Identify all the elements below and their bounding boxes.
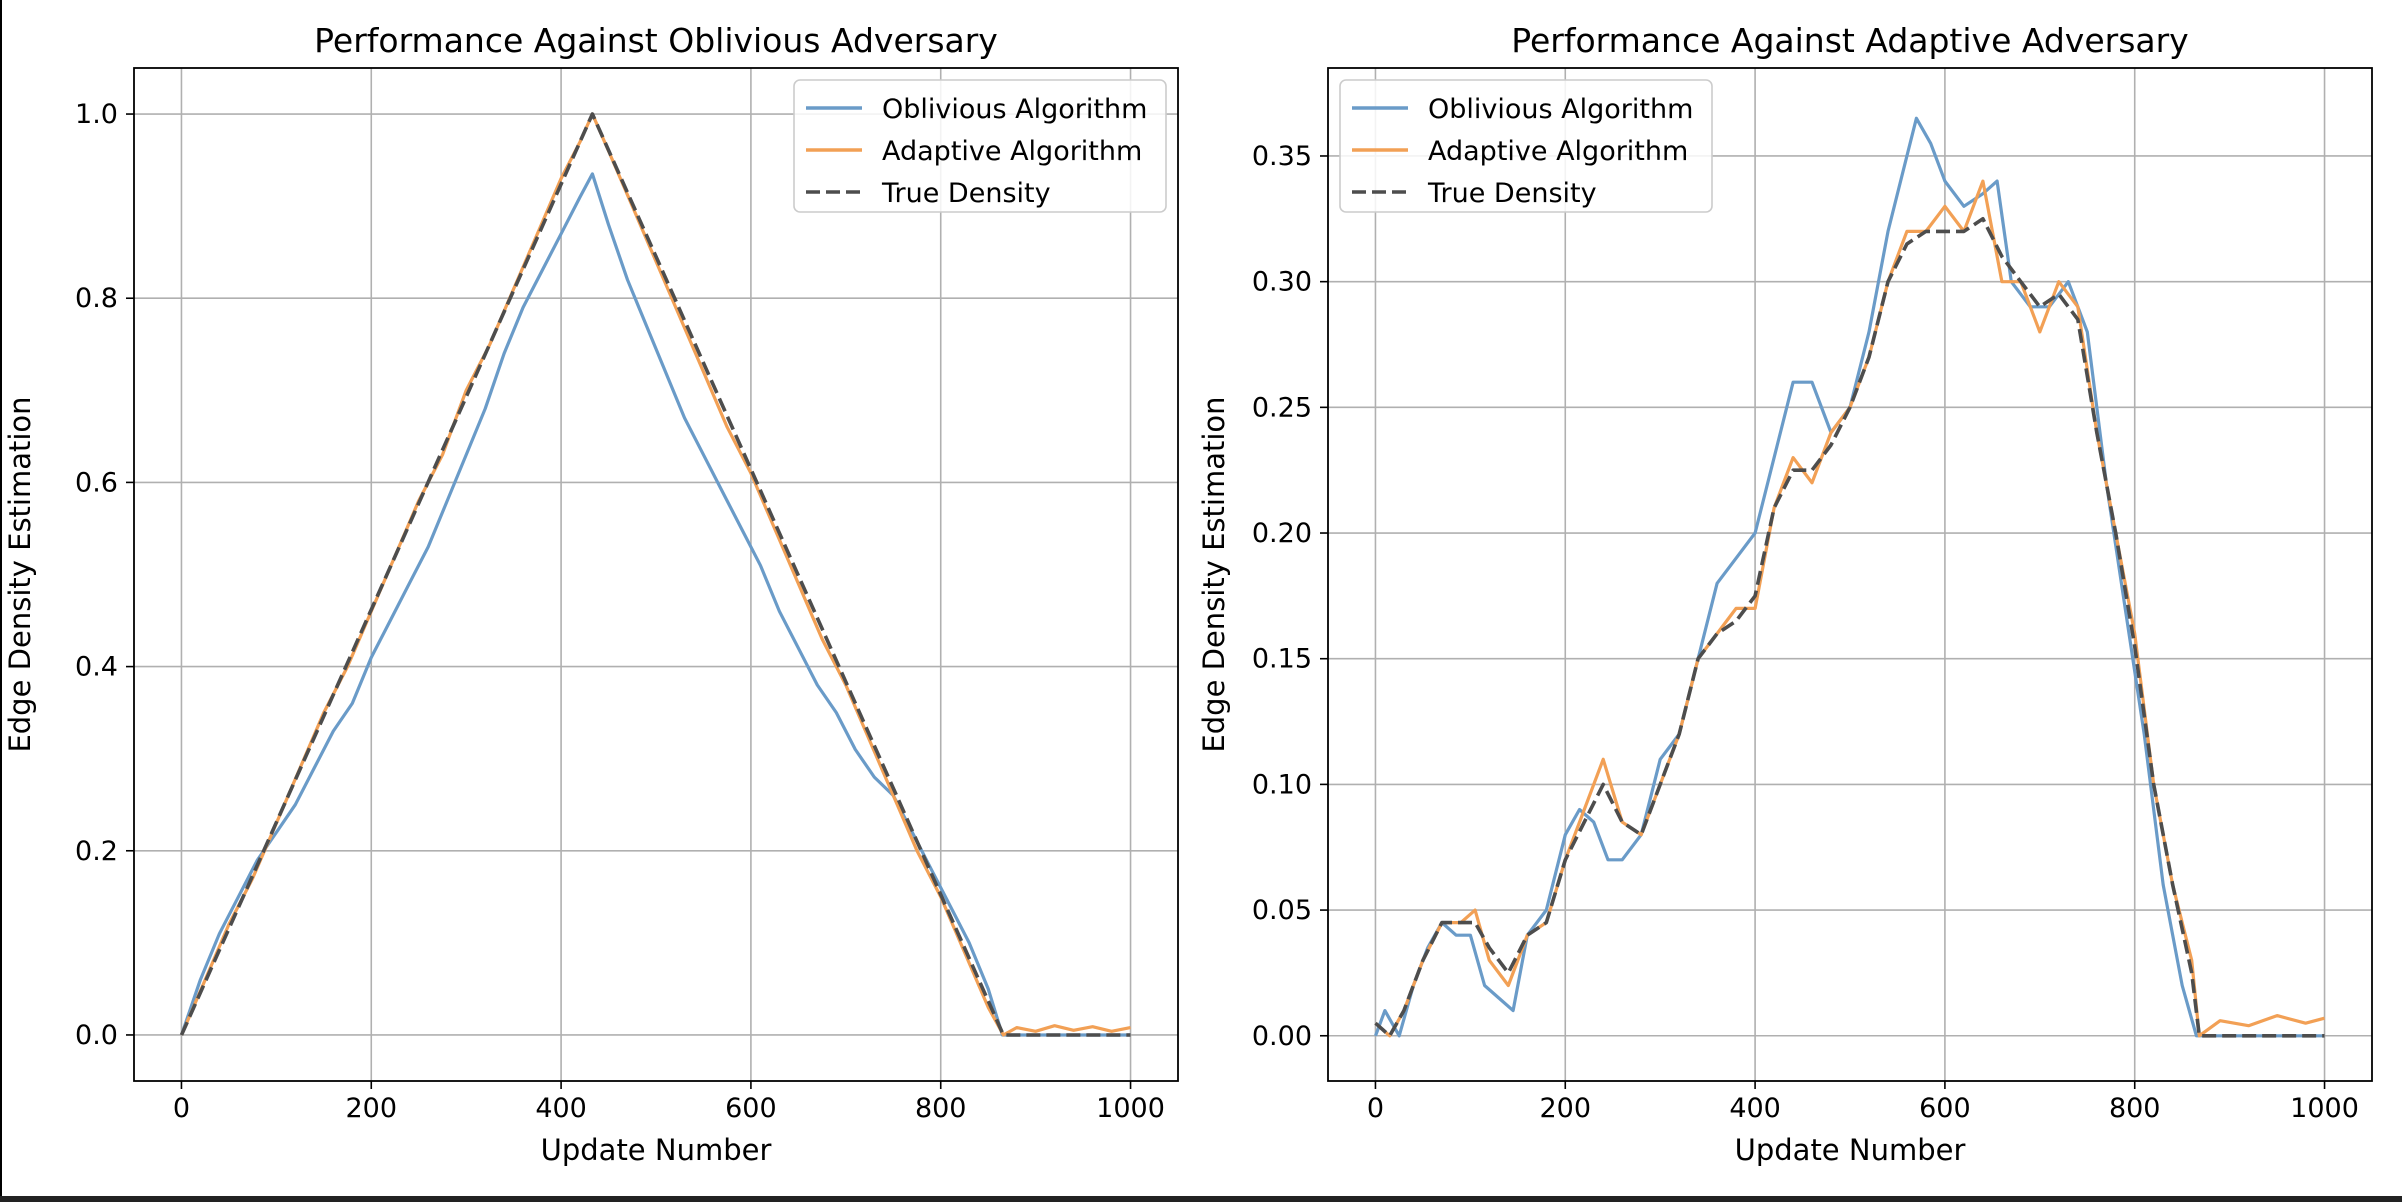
legend-label-true-density: True Density bbox=[881, 178, 1051, 209]
legend-label-adaptive: Adaptive Algorithm bbox=[1428, 136, 1688, 167]
x-axis-label: Update Number bbox=[1735, 1133, 1966, 1167]
chart-title: Performance Against Adaptive Adversary bbox=[1511, 21, 2188, 60]
y-tick-label: 0.4 bbox=[75, 652, 118, 683]
y-tick-label: 0.2 bbox=[75, 836, 118, 867]
x-tick-label: 1000 bbox=[1096, 1093, 1165, 1124]
x-tick-label: 400 bbox=[535, 1093, 587, 1124]
legend-label-oblivious: Oblivious Algorithm bbox=[1428, 94, 1693, 125]
window-edge-left bbox=[0, 0, 2, 1202]
chart-panel-1: 0 200 400 600 800 1000 0.0 0.2 0.4 0.6 0.8 1.0 Perfo… bbox=[3, 21, 1179, 1167]
y-tick-label: 0.10 bbox=[1252, 769, 1312, 800]
x-tick-label: 800 bbox=[2109, 1093, 2161, 1124]
x-tick-label: 200 bbox=[345, 1093, 397, 1124]
y-tick-label: 0.20 bbox=[1252, 518, 1312, 549]
y-tick-label: 0.05 bbox=[1252, 895, 1312, 926]
series-line-oblivious bbox=[1374, 116, 2325, 1038]
y-tick-label: 1.0 bbox=[75, 99, 118, 130]
plot-frame bbox=[133, 67, 1179, 1082]
legend-label-adaptive: Adaptive Algorithm bbox=[882, 136, 1142, 167]
x-tick-label: 800 bbox=[915, 1093, 967, 1124]
series-line-true-density bbox=[179, 112, 1131, 1037]
plot-frame bbox=[1327, 67, 2373, 1082]
legend: Oblivious Algorithm Adaptive Algorithm Tru… bbox=[793, 79, 1167, 213]
x-tick-label: 400 bbox=[1729, 1093, 1781, 1124]
y-tick-label: 0.35 bbox=[1252, 141, 1312, 172]
series-line-oblivious bbox=[179, 172, 1131, 1037]
series-line-true-density bbox=[1374, 217, 2325, 1038]
y-tick-label: 0.15 bbox=[1252, 644, 1312, 675]
y-tick-label: 0.6 bbox=[75, 467, 118, 498]
x-tick-label: 600 bbox=[1919, 1093, 1971, 1124]
y-tick-label: 0.30 bbox=[1252, 267, 1312, 298]
y-tick-label: 0.00 bbox=[1252, 1021, 1312, 1052]
x-tick-label: 1000 bbox=[2290, 1093, 2359, 1124]
x-tick-label: 0 bbox=[173, 1093, 190, 1124]
legend-label-true-density: True Density bbox=[1427, 178, 1597, 209]
legend-label-oblivious: Oblivious Algorithm bbox=[882, 94, 1147, 125]
y-tick-label: 0.25 bbox=[1252, 392, 1312, 423]
y-tick-label: 0.0 bbox=[75, 1020, 118, 1051]
x-tick-label: 200 bbox=[1539, 1093, 1591, 1124]
y-axis-label: Edge Density Estimation bbox=[1197, 396, 1231, 752]
chart-title: Performance Against Oblivious Adversary bbox=[314, 21, 998, 60]
legend-box bbox=[793, 79, 1167, 213]
legend-box bbox=[1339, 79, 1713, 213]
window-edge-bottom bbox=[0, 1196, 2402, 1202]
x-tick-label: 0 bbox=[1367, 1093, 1384, 1124]
x-axis-label: Update Number bbox=[541, 1133, 772, 1167]
y-axis-label: Edge Density Estimation bbox=[3, 396, 37, 752]
legend: Oblivious Algorithm Adaptive Algorithm Tru… bbox=[1339, 79, 1713, 213]
x-tick-label: 600 bbox=[725, 1093, 777, 1124]
y-tick-label: 0.8 bbox=[75, 283, 118, 314]
series-line-adaptive bbox=[1374, 179, 2325, 1038]
chart-panel-2: 0 200 400 600 800 1000 0.00 0.05 0.10 0.15 0.20 0.2… bbox=[1197, 21, 2373, 1167]
